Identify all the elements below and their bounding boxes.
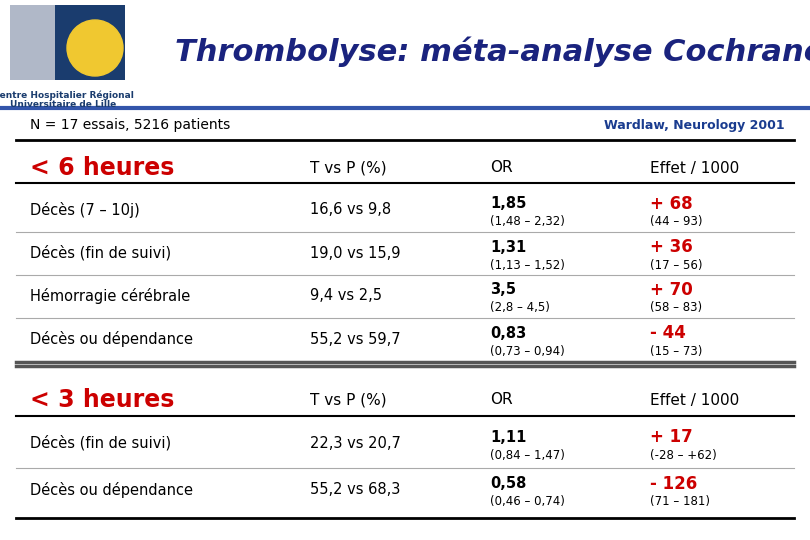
- Text: 1,31: 1,31: [490, 240, 526, 254]
- Text: 19,0 vs 15,9: 19,0 vs 15,9: [310, 246, 400, 260]
- Text: + 17: + 17: [650, 428, 693, 446]
- Text: 1,85: 1,85: [490, 197, 526, 212]
- FancyBboxPatch shape: [10, 5, 125, 80]
- FancyBboxPatch shape: [55, 5, 125, 80]
- Text: 55,2 vs 68,3: 55,2 vs 68,3: [310, 483, 400, 497]
- Text: 16,6 vs 9,8: 16,6 vs 9,8: [310, 202, 391, 218]
- Text: Décès (7 – 10j): Décès (7 – 10j): [30, 202, 140, 218]
- Text: (71 – 181): (71 – 181): [650, 496, 710, 509]
- Text: (0,73 – 0,94): (0,73 – 0,94): [490, 345, 565, 357]
- Text: (-28 – +62): (-28 – +62): [650, 449, 717, 462]
- Text: - 126: - 126: [650, 475, 697, 493]
- Polygon shape: [10, 5, 65, 80]
- Text: 55,2 vs 59,7: 55,2 vs 59,7: [310, 332, 401, 347]
- Text: 22,3 vs 20,7: 22,3 vs 20,7: [310, 435, 401, 450]
- Text: Effet / 1000: Effet / 1000: [650, 393, 740, 408]
- Text: (58 – 83): (58 – 83): [650, 301, 702, 314]
- Text: < 6 heures: < 6 heures: [30, 156, 174, 180]
- Text: 9,4 vs 2,5: 9,4 vs 2,5: [310, 288, 382, 303]
- Text: Hémorragie cérébrale: Hémorragie cérébrale: [30, 288, 190, 304]
- Text: < 3 heures: < 3 heures: [30, 388, 174, 412]
- Text: Centre Hospitalier Régional: Centre Hospitalier Régional: [0, 90, 134, 99]
- Text: T vs P (%): T vs P (%): [310, 393, 386, 408]
- Text: N = 17 essais, 5216 patients: N = 17 essais, 5216 patients: [30, 118, 230, 132]
- Text: (1,48 – 2,32): (1,48 – 2,32): [490, 215, 565, 228]
- Text: (0,46 – 0,74): (0,46 – 0,74): [490, 496, 565, 509]
- Text: + 70: + 70: [650, 281, 693, 299]
- Text: (44 – 93): (44 – 93): [650, 215, 702, 228]
- Text: 3,5: 3,5: [490, 282, 516, 298]
- Text: + 68: + 68: [650, 195, 693, 213]
- Text: + 36: + 36: [650, 238, 693, 256]
- Text: Décès (fin de suivi): Décès (fin de suivi): [30, 435, 171, 451]
- Text: OR: OR: [490, 393, 513, 408]
- Text: Thrombolyse: méta-analyse Cochrane: Thrombolyse: méta-analyse Cochrane: [175, 37, 810, 68]
- Text: OR: OR: [490, 160, 513, 176]
- Text: (2,8 – 4,5): (2,8 – 4,5): [490, 301, 550, 314]
- Text: Décès (fin de suivi): Décès (fin de suivi): [30, 245, 171, 261]
- Circle shape: [67, 20, 123, 76]
- Text: 1,11: 1,11: [490, 429, 526, 444]
- Text: (15 – 73): (15 – 73): [650, 345, 702, 357]
- Text: 0,83: 0,83: [490, 326, 526, 341]
- Text: (17 – 56): (17 – 56): [650, 259, 702, 272]
- Text: Wardlaw, Neurology 2001: Wardlaw, Neurology 2001: [604, 118, 785, 132]
- Text: Effet / 1000: Effet / 1000: [650, 160, 740, 176]
- Text: - 44: - 44: [650, 324, 686, 342]
- Text: (0,84 – 1,47): (0,84 – 1,47): [490, 449, 565, 462]
- Text: 0,58: 0,58: [490, 476, 526, 491]
- Text: Décès ou dépendance: Décès ou dépendance: [30, 482, 193, 498]
- Text: T vs P (%): T vs P (%): [310, 160, 386, 176]
- Text: Décès ou dépendance: Décès ou dépendance: [30, 331, 193, 347]
- Text: (1,13 – 1,52): (1,13 – 1,52): [490, 259, 565, 272]
- Text: Universitaire de Lille: Universitaire de Lille: [10, 100, 116, 109]
